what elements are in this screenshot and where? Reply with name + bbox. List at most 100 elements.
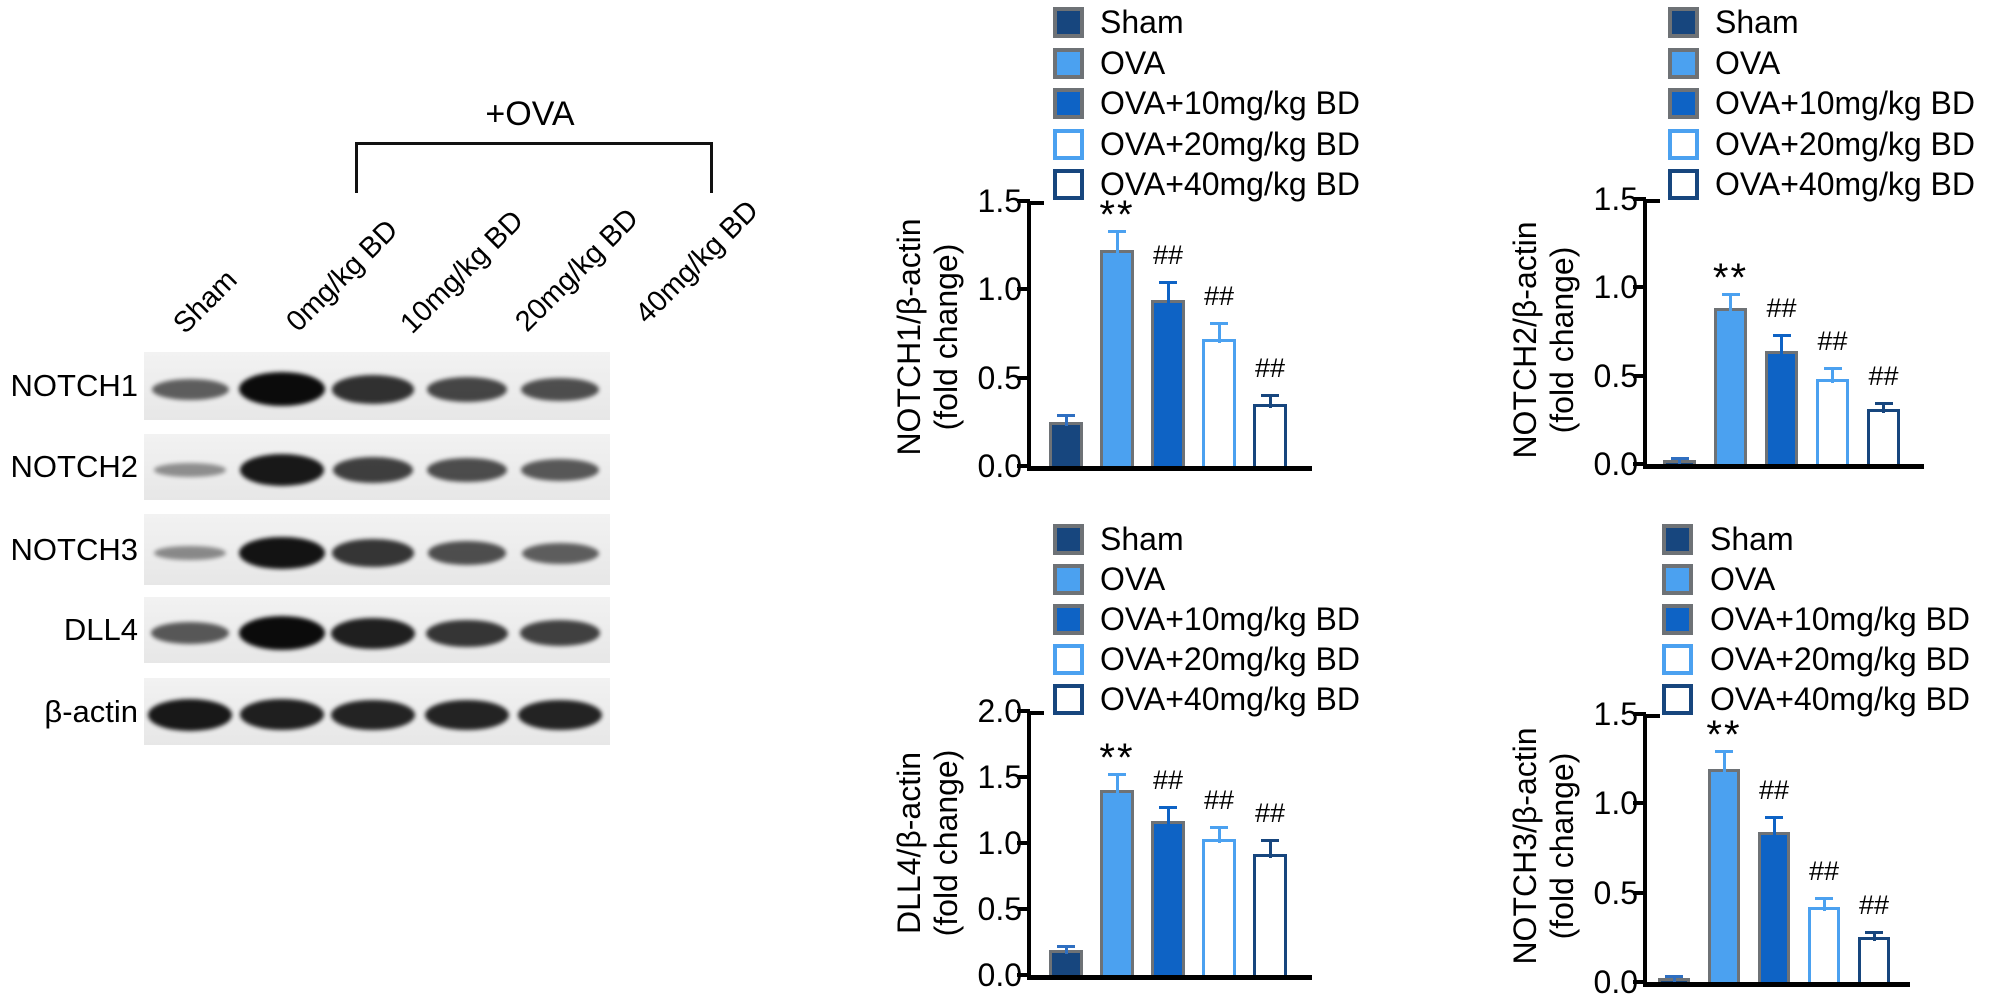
significance-marker: ## (1203, 785, 1235, 816)
bar-3-ova-10mg-kg-bd (1151, 299, 1185, 466)
legend-label: OVA (1100, 561, 1166, 597)
protein-band (519, 620, 601, 647)
error-bar-cap (1108, 229, 1126, 233)
legend-swatch (1668, 128, 1699, 160)
protein-band (521, 542, 599, 564)
protein-band (332, 457, 414, 484)
y-axis-line (1027, 200, 1031, 466)
error-bar-cap (1874, 401, 1893, 405)
error-bar-cap (1159, 280, 1177, 284)
protein-band (151, 378, 229, 400)
significance-marker: ## (1858, 889, 1890, 920)
legend-swatch (1668, 169, 1699, 200)
blot-row-label: NOTCH1 (10, 368, 138, 403)
protein-band (518, 699, 602, 730)
y-tick (1017, 907, 1030, 911)
legend-label: OVA+10mg/kg BD (1100, 601, 1360, 637)
y-tick (1017, 464, 1030, 468)
error-bar-stem (1166, 281, 1170, 304)
bar-5-ova-40mg-kg-bd (1858, 937, 1890, 982)
error-bar-stem (1872, 931, 1876, 942)
y-tick (1017, 775, 1030, 779)
error-bar-stem (1115, 230, 1119, 255)
error-bar-stem (1268, 840, 1272, 858)
error-bar-cap (1772, 333, 1791, 337)
significance-marker: ## (1203, 280, 1235, 311)
y-tick (1017, 973, 1030, 977)
legend-label: OVA (1710, 561, 1776, 597)
legend-swatch (1662, 604, 1693, 635)
y-tick (1633, 801, 1646, 805)
protein-band (427, 376, 507, 402)
legend-label: Sham (1100, 521, 1184, 557)
error-bar-stem (1722, 751, 1726, 773)
significance-marker: ## (1817, 326, 1848, 357)
legend-label: OVA+20mg/kg BD (1100, 125, 1360, 162)
y-tick (1633, 196, 1646, 201)
blot-strip (144, 597, 610, 663)
legend-label: OVA+40mg/kg BD (1715, 166, 1975, 202)
protein-band (239, 616, 325, 651)
blot-row-label: NOTCH3 (10, 531, 138, 567)
bar-4-ova-20mg-kg-bd (1816, 379, 1849, 464)
y-tick-label: 0.0 (977, 448, 1022, 484)
legend-label: OVA+20mg/kg BD (1710, 641, 1970, 677)
bar-4-ova-20mg-kg-bd (1202, 839, 1236, 975)
y-tick (1017, 375, 1030, 380)
x-axis-line (1027, 466, 1312, 471)
error-bar-cap (1261, 839, 1279, 843)
protein-band (154, 463, 226, 478)
error-bar-cap (1057, 413, 1075, 417)
y-tick (1633, 980, 1646, 984)
protein-band (239, 454, 325, 487)
legend-swatch (1053, 604, 1084, 635)
bar-2-ova (1100, 790, 1134, 975)
y-tick-label: 0.5 (1593, 874, 1638, 911)
bar-2-ova (1100, 250, 1134, 466)
legend-swatch (1668, 88, 1699, 119)
error-bar-cap (1721, 293, 1740, 297)
protein-band (239, 372, 325, 407)
error-bar-cap (1865, 930, 1883, 934)
legend-swatch (1053, 524, 1084, 555)
legend-swatch (1668, 7, 1699, 38)
y-axis-line (1643, 713, 1647, 982)
protein-band (331, 617, 415, 649)
error-bar-cap (1108, 773, 1126, 777)
error-bar-cap (1815, 896, 1833, 900)
y-tick (1017, 198, 1030, 203)
legend-swatch (1053, 684, 1084, 715)
y-tick-label: 0.0 (1593, 446, 1638, 482)
blot-strip (144, 352, 610, 420)
y-tick-label: 1.0 (977, 271, 1022, 307)
significance-marker: ** (1706, 713, 1742, 758)
protein-band (331, 699, 415, 730)
significance-marker: ## (1254, 798, 1286, 829)
error-bar-stem (1882, 402, 1885, 414)
bar-2-ova (1714, 308, 1747, 464)
legend-label: OVA+20mg/kg BD (1715, 125, 1975, 162)
error-bar-cap (1670, 456, 1689, 460)
y-tick (1633, 890, 1646, 895)
significance-marker: ** (1099, 192, 1135, 237)
legend-swatch (1053, 564, 1084, 595)
legend-label: Sham (1715, 4, 1799, 40)
axis-top-stub (1031, 711, 1044, 715)
y-tick-label: 1.0 (1593, 269, 1638, 305)
error-bar-stem (1268, 395, 1272, 409)
axis-top-stub (1031, 200, 1044, 205)
ova-bracket (355, 142, 713, 193)
legend-swatch (1662, 684, 1693, 715)
error-bar-cap (1057, 944, 1075, 948)
ova-bracket-label: +OVA (485, 95, 575, 133)
protein-band (427, 541, 507, 565)
error-bar-cap (1159, 806, 1177, 810)
blot-strip (144, 678, 610, 745)
error-bar-cap (1823, 367, 1842, 371)
y-tick-label: 1.5 (1593, 180, 1638, 217)
significance-marker: ** (1099, 736, 1135, 781)
